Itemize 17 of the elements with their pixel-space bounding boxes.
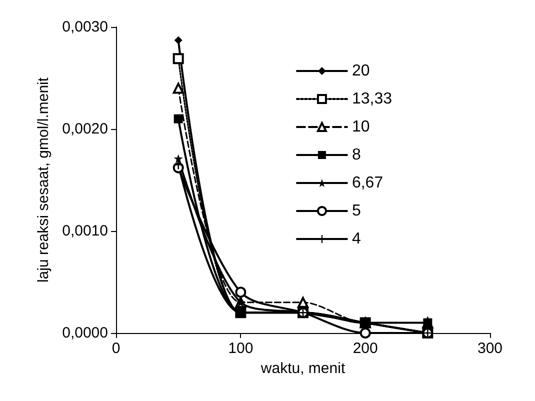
legend-label: 13,33 xyxy=(352,90,392,108)
legend-label: 20 xyxy=(352,62,370,80)
x-axis-title: waktu, menit xyxy=(260,360,346,377)
legend-label: 8 xyxy=(352,146,361,164)
legend-label: 6,67 xyxy=(352,174,384,192)
y-axis-title: laju reaksi sesaat, gmol/l.menit xyxy=(35,76,52,283)
y-tick-label: 0,0030 xyxy=(62,18,108,36)
y-tick-label: 0,0000 xyxy=(62,324,108,342)
x-tick-label: 0 xyxy=(112,340,120,357)
legend-label: 4 xyxy=(352,230,361,248)
x-tick-label: 100 xyxy=(228,340,254,357)
y-tick-label: 0,0020 xyxy=(62,120,108,138)
legend-label: 10 xyxy=(352,118,370,136)
y-tick-label: 0,0010 xyxy=(62,222,108,240)
legend-label: 5 xyxy=(352,202,361,220)
x-tick-label: 200 xyxy=(352,340,378,357)
x-tick-label: 300 xyxy=(477,340,503,357)
